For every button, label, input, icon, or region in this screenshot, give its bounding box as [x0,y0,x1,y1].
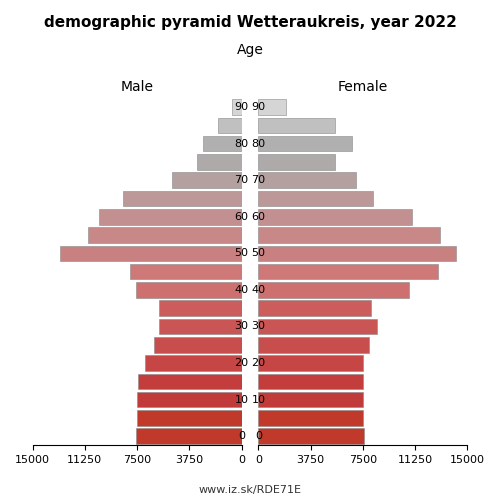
Bar [88,228,242,243]
Bar [258,300,372,316]
Bar [232,100,241,115]
Bar [172,172,242,188]
Bar [136,428,242,444]
Bar [258,100,286,115]
Bar [218,118,242,133]
Text: 90: 90 [252,102,266,112]
Text: 30: 30 [234,322,248,332]
Bar [258,318,377,334]
Bar [202,136,241,152]
Bar [258,209,412,224]
Bar [258,228,440,243]
Bar [258,172,356,188]
Text: 0: 0 [238,431,245,441]
Bar [258,118,335,133]
Bar [138,374,242,389]
Title: Male: Male [120,80,154,94]
Text: www.iz.sk/RDE71E: www.iz.sk/RDE71E [198,485,302,495]
Bar [136,282,242,298]
Text: 90: 90 [234,102,248,112]
Bar [123,190,242,206]
Text: 20: 20 [234,358,248,368]
Text: 70: 70 [252,175,266,185]
Bar [258,392,363,407]
Text: 70: 70 [234,175,248,185]
Text: 40: 40 [234,285,248,295]
Text: 0: 0 [255,431,262,441]
Text: 20: 20 [252,358,266,368]
Text: 80: 80 [234,138,248,148]
Bar [137,392,242,407]
Text: 10: 10 [252,394,266,404]
Text: 40: 40 [252,285,266,295]
Bar [146,355,242,371]
Bar [258,374,363,389]
Text: 50: 50 [252,248,266,258]
Bar [258,337,368,352]
Bar [258,355,363,371]
Bar [197,154,242,170]
Bar [160,300,242,316]
Bar [258,282,409,298]
Bar [258,136,352,152]
Bar [160,318,242,334]
Text: 30: 30 [252,322,266,332]
Bar [154,337,242,352]
Bar [137,410,242,426]
Text: 80: 80 [252,138,266,148]
Bar [258,264,438,280]
Text: 10: 10 [234,394,248,404]
Title: Female: Female [338,80,388,94]
Text: demographic pyramid Wetteraukreis, year 2022: demographic pyramid Wetteraukreis, year … [44,15,457,30]
Bar [258,154,335,170]
Text: 60: 60 [234,212,248,222]
Bar [258,428,364,444]
Bar [100,209,242,224]
Text: 50: 50 [234,248,248,258]
Bar [258,246,456,261]
Text: 60: 60 [252,212,266,222]
Bar [258,410,363,426]
Bar [60,246,242,261]
Bar [258,190,372,206]
Bar [130,264,242,280]
Text: Age: Age [236,43,264,57]
